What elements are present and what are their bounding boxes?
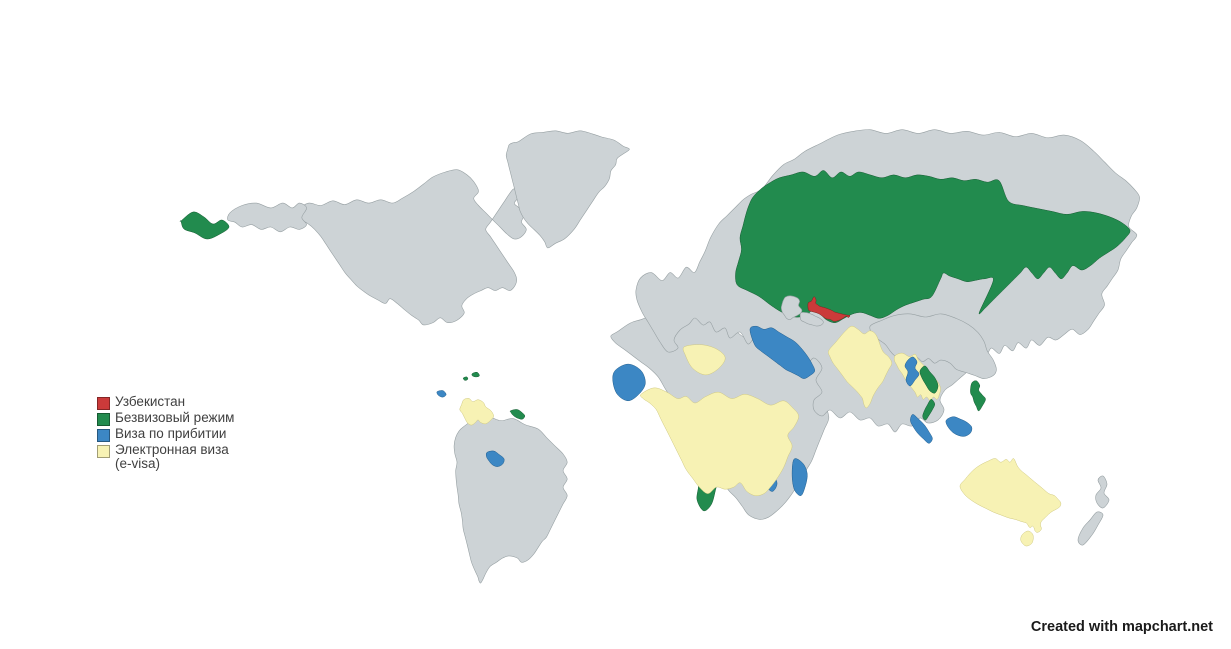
- caribbean2: [472, 372, 480, 377]
- caribbean1: [463, 377, 468, 381]
